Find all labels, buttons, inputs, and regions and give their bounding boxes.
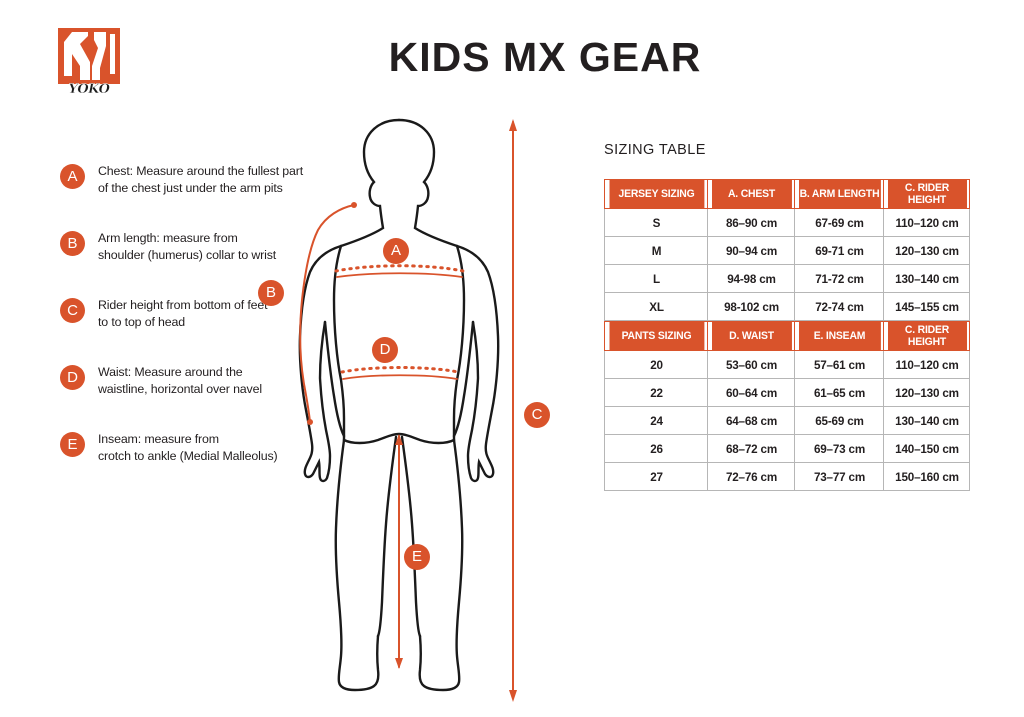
legend-badge-a: A — [60, 164, 85, 189]
chest-measure-line — [336, 272, 463, 278]
legend-item-d: D Waist: Measure around the waistline, h… — [60, 364, 310, 408]
cell-rider-height: 130–140 cm — [885, 406, 968, 435]
legend-text-d: Waist: Measure around the waistline, hor… — [98, 365, 262, 396]
chest-measure-dotted-line — [334, 264, 465, 273]
cell-waist: 64–68 cm — [709, 406, 793, 435]
cell-waist: 60–64 cm — [709, 378, 793, 407]
waist-measure-dotted-line — [340, 366, 460, 374]
arm-line-end-dot — [307, 419, 313, 425]
legend-item-b: B Arm length: measure from shoulder (hum… — [60, 230, 310, 274]
jersey-sizing-table: JERSEY SIZING A. CHEST B. ARM LENGTH C. … — [604, 179, 970, 321]
table-row: 27 72–76 cm 73–77 cm 150–160 cm — [605, 462, 970, 491]
brand-wordmark: YOKO — [68, 82, 110, 97]
table-row: XL 98-102 cm 72-74 cm 145–155 cm — [605, 292, 970, 321]
table-row: 22 60–64 cm 61–65 cm 120–130 cm — [605, 378, 970, 407]
height-arrow-top — [509, 119, 517, 131]
cell-rider-height: 110–120 cm — [885, 208, 968, 237]
legend-text-c: Rider height from bottom of feet to to t… — [98, 298, 268, 329]
legend-badge-e: E — [60, 432, 85, 457]
cell-inseam: 57–61 cm — [796, 350, 882, 379]
height-arrow-bottom — [509, 690, 517, 702]
jersey-header-rider-height: C. RIDER HEIGHT — [886, 179, 967, 209]
table-row: 26 68–72 cm 69–73 cm 140–150 cm — [605, 434, 970, 463]
table-row: L 94-98 cm 71-72 cm 130–140 cm — [605, 264, 970, 293]
measurement-legend: A Chest: Measure around the fullest part… — [60, 163, 310, 498]
cell-arm-length: 67-69 cm — [796, 208, 882, 237]
legend-item-a: A Chest: Measure around the fullest part… — [60, 163, 310, 207]
cell-arm-length: 69-71 cm — [796, 236, 882, 265]
cell-size: L — [606, 264, 706, 293]
pants-header-waist: D. WAIST — [710, 321, 792, 351]
sizing-table-title: SIZING TABLE — [604, 142, 706, 158]
pants-table-header-row: PANTS SIZING D. WAIST E. INSEAM C. RIDER… — [605, 321, 970, 351]
jersey-header-chest: A. CHEST — [710, 179, 792, 209]
cell-size: 27 — [606, 462, 706, 491]
legend-text-a: Chest: Measure around the fullest part o… — [98, 164, 304, 195]
cell-size: 24 — [606, 406, 706, 435]
arm-length-measure-marker: B — [258, 280, 284, 306]
cell-arm-length: 72-74 cm — [796, 292, 882, 321]
sizing-section: SIZING TABLE JERSEY SIZING A. CHEST B. A… — [604, 142, 969, 491]
arm-line-start-dot — [351, 202, 357, 208]
cell-waist: 53–60 cm — [709, 350, 793, 379]
legend-text-e: Inseam: measure from crotch to ankle (Me… — [98, 432, 278, 463]
table-row: M 90–94 cm 69-71 cm 120–130 cm — [605, 236, 970, 265]
cell-rider-height: 145–155 cm — [885, 292, 968, 321]
arm-length-measure-line — [299, 204, 355, 423]
waist-measure-line — [342, 374, 458, 380]
cell-rider-height: 150–160 cm — [885, 462, 968, 491]
jersey-table-header-row: JERSEY SIZING A. CHEST B. ARM LENGTH C. … — [605, 179, 970, 209]
cell-chest: 86–90 cm — [709, 208, 793, 237]
yoko-logo-icon — [58, 28, 120, 84]
inseam-measure-marker: E — [404, 544, 430, 570]
inseam-arrow-top — [395, 434, 403, 445]
cell-inseam: 61–65 cm — [796, 378, 882, 407]
legend-badge-d: D — [60, 365, 85, 390]
cell-inseam: 69–73 cm — [796, 434, 882, 463]
legend-badge-b: B — [60, 231, 85, 256]
brand-logo: YOKO — [58, 28, 120, 98]
pants-header-rider-height: C. RIDER HEIGHT — [886, 321, 967, 351]
cell-rider-height: 140–150 cm — [885, 434, 968, 463]
pants-sizing-table: PANTS SIZING D. WAIST E. INSEAM C. RIDER… — [604, 321, 970, 491]
table-row: 20 53–60 cm 57–61 cm 110–120 cm — [605, 350, 970, 379]
cell-waist: 68–72 cm — [709, 434, 793, 463]
legend-item-e: E Inseam: measure from crotch to ankle (… — [60, 431, 310, 475]
jersey-header-size: JERSEY SIZING — [607, 179, 705, 209]
cell-rider-height: 120–130 cm — [885, 236, 968, 265]
pants-header-inseam: E. INSEAM — [797, 321, 881, 351]
legend-item-c: C Rider height from bottom of feet to to… — [60, 297, 310, 341]
cell-size: 22 — [606, 378, 706, 407]
cell-size: 20 — [606, 350, 706, 379]
cell-inseam: 73–77 cm — [796, 462, 882, 491]
legend-badge-c: C — [60, 298, 85, 323]
page-title: KIDS MX GEAR — [388, 34, 702, 80]
cell-inseam: 65-69 cm — [796, 406, 882, 435]
cell-size: 26 — [606, 434, 706, 463]
chest-measure-marker: A — [383, 238, 409, 264]
jersey-header-arm-length: B. ARM LENGTH — [797, 179, 881, 209]
legend-text-b: Arm length: measure from shoulder (humer… — [98, 231, 277, 262]
cell-waist: 72–76 cm — [709, 462, 793, 491]
cell-rider-height: 120–130 cm — [885, 378, 968, 407]
cell-chest: 90–94 cm — [709, 236, 793, 265]
table-row: 24 64–68 cm 65-69 cm 130–140 cm — [605, 406, 970, 435]
cell-size: M — [606, 236, 706, 265]
rider-height-measure-marker: C — [524, 402, 550, 428]
waist-measure-marker: D — [372, 337, 398, 363]
cell-size: S — [606, 208, 706, 237]
inseam-arrow-bottom — [395, 658, 403, 669]
table-row: S 86–90 cm 67-69 cm 110–120 cm — [605, 208, 970, 237]
cell-rider-height: 110–120 cm — [885, 350, 968, 379]
pants-header-size: PANTS SIZING — [607, 321, 705, 351]
cell-chest: 94-98 cm — [709, 264, 793, 293]
cell-rider-height: 130–140 cm — [885, 264, 968, 293]
cell-chest: 98-102 cm — [709, 292, 793, 321]
cell-arm-length: 71-72 cm — [796, 264, 882, 293]
cell-size: XL — [606, 292, 706, 321]
